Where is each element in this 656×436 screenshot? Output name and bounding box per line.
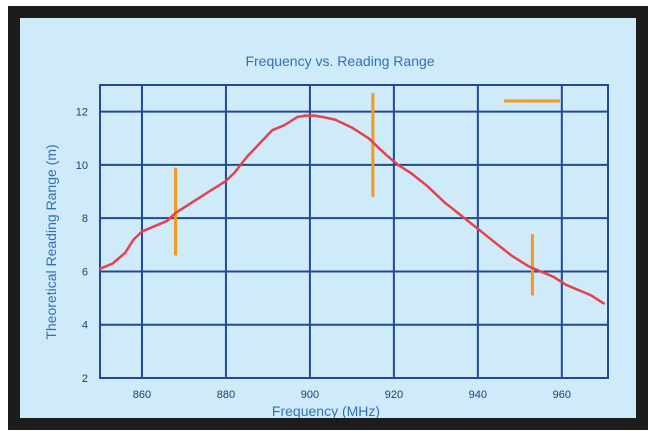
grid <box>99 84 609 379</box>
y-tick-label: 10 <box>76 160 88 172</box>
x-tick-label: 880 <box>217 389 235 401</box>
y-tick-label: 2 <box>82 373 88 385</box>
y-tick-label: 12 <box>76 107 88 119</box>
x-tick-label: 960 <box>553 389 571 401</box>
error-bars <box>174 92 534 296</box>
y-tick-label: 6 <box>82 266 88 278</box>
x-tick-label: 860 <box>133 389 151 401</box>
chart-panel: Frequency vs. Reading Range Frequency (M… <box>20 18 636 418</box>
tick-labels: 860 880 900 920 940 960 2 4 6 8 10 12 <box>76 107 571 401</box>
series-line <box>98 114 606 305</box>
y-tick-label: 8 <box>82 213 88 225</box>
chart-svg: Frequency vs. Reading Range Frequency (M… <box>43 53 609 418</box>
chart-frame: Frequency vs. Reading Range Frequency (M… <box>8 6 648 430</box>
y-axis-label: Theoretical Reading Range (m) <box>43 144 59 339</box>
x-axis-label: Frequency (MHz) <box>272 403 380 418</box>
x-tick-label: 940 <box>469 389 487 401</box>
x-tick-label: 900 <box>301 389 319 401</box>
chart-title: Frequency vs. Reading Range <box>245 53 434 69</box>
y-tick-label: 4 <box>82 320 88 332</box>
x-tick-label: 920 <box>385 389 403 401</box>
series-group <box>98 114 606 305</box>
